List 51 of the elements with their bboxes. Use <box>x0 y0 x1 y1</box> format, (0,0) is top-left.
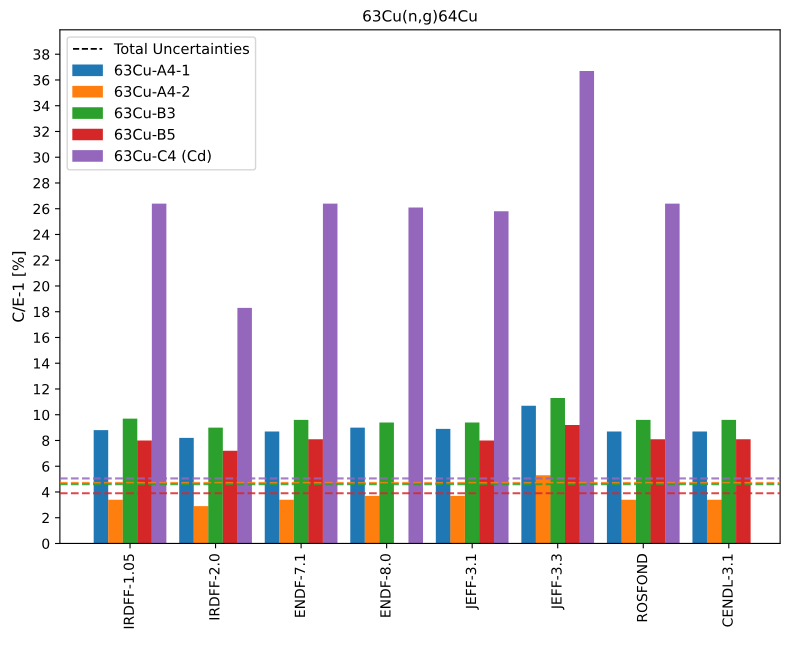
bar <box>621 500 636 544</box>
x-tick-label: ENDF-7.1 <box>294 554 305 617</box>
x-tick-label: ENDF-8.0 <box>380 554 391 617</box>
bar <box>521 406 536 544</box>
y-tick-label: 2 <box>42 512 49 524</box>
legend-label: 63Cu-B3 <box>114 107 175 118</box>
y-tick-label: 12 <box>34 384 49 394</box>
bar <box>350 428 365 544</box>
y-tick-label: 26 <box>34 204 50 214</box>
x-tick-label: CENDL-3.1 <box>722 554 733 627</box>
y-tick-label: 22 <box>34 255 49 266</box>
bar <box>264 431 280 544</box>
legend-label: 63Cu-A4-2 <box>114 86 190 97</box>
y-tick-label: 16 <box>34 332 50 343</box>
y-tick-label: 10 <box>34 410 50 420</box>
legend-label: 63Cu-A4-1 <box>114 64 190 76</box>
x-tick-label: ROSFOND <box>636 554 648 622</box>
y-tick-label: 20 <box>34 280 50 292</box>
annotation: Total Uncertainties <box>114 42 250 54</box>
bar <box>179 438 194 544</box>
y-tick-label: 6 <box>42 461 50 472</box>
x-tick-label: IRDFF-2.0 <box>209 554 220 620</box>
y-tick-label: 18 <box>34 306 50 318</box>
bar <box>94 430 108 544</box>
y-tick-label: 38 <box>34 49 50 60</box>
y-tick-label: 24 <box>34 229 50 240</box>
y-tick-label: 14 <box>34 358 50 369</box>
y-tick-label: 36 <box>34 74 50 86</box>
legend-label: 63Cu-B5 <box>114 128 175 140</box>
bar <box>194 506 208 544</box>
legend-label: 63Cu-C4 (Cd) <box>114 150 211 163</box>
bar <box>450 496 465 544</box>
x-tick-label: JEFF-3.1 <box>466 554 479 610</box>
chart-title: 63Cu(n,g)64Cu <box>363 10 476 25</box>
y-tick-label: 8 <box>42 435 50 446</box>
x-tick-label: IRDFF-1.05 <box>124 554 134 628</box>
y-tick-label: 28 <box>34 178 50 188</box>
bar <box>279 500 294 544</box>
y-tick-label: 32 <box>34 126 49 137</box>
y-tick-label: 4 <box>42 487 50 498</box>
y-tick-label: 34 <box>34 100 50 112</box>
y-axis-title: C/E-1 [%] <box>12 252 26 322</box>
bar <box>692 431 707 544</box>
bar <box>706 500 722 544</box>
bar <box>436 428 450 544</box>
x-tick-label: JEFF-3.3 <box>551 554 564 610</box>
bar <box>364 496 380 544</box>
y-tick-label: 0 <box>42 538 50 549</box>
y-tick-label: 30 <box>34 152 50 163</box>
bar <box>606 431 622 544</box>
bar <box>108 500 123 544</box>
